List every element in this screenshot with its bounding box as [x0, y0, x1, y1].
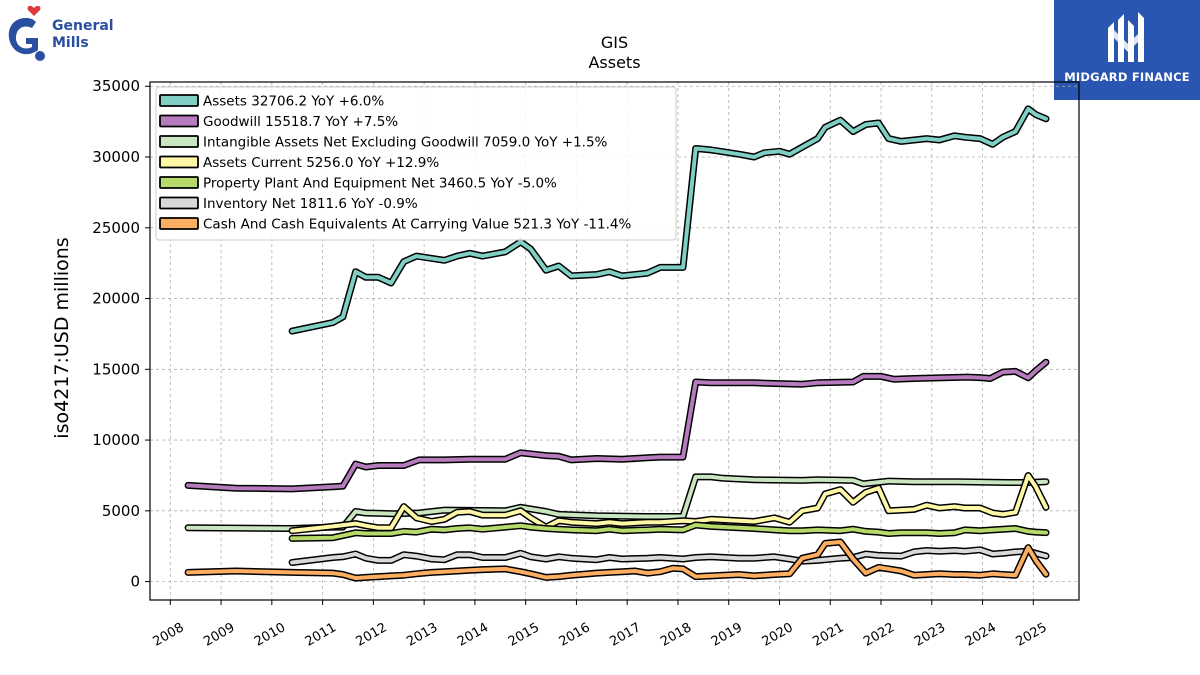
x-tick-label: 2009: [201, 620, 237, 650]
y-tick-label: 0: [130, 573, 140, 591]
x-tick-label: 2025: [1013, 620, 1049, 650]
legend-entry: Inventory Net 1811.6 YoY -0.9%: [203, 196, 418, 212]
x-tick-label: 2017: [607, 620, 643, 650]
series-line: [186, 360, 1048, 491]
y-tick-label: 20000: [92, 290, 140, 308]
series-line: [290, 523, 1048, 541]
logo-line-1: General: [52, 18, 114, 34]
y-tick-label: 30000: [92, 148, 140, 166]
midgard-m-icon: [1108, 12, 1144, 62]
x-tick-label: 2012: [354, 620, 390, 650]
y-axis-label: iso4217:USD millions: [51, 237, 73, 438]
general-mills-wordmark: General Mills: [52, 18, 114, 52]
chart-subtitle: Assets: [588, 53, 640, 72]
legend-swatch: [159, 176, 199, 189]
x-tick-label: 2008: [150, 620, 186, 650]
x-tick-label: 2020: [760, 620, 796, 650]
x-tick-label: 2018: [658, 620, 694, 650]
x-tick-label: 2024: [963, 620, 999, 650]
legend: Assets 32706.2 YoY +6.0% Goodwill 15518.7…: [155, 86, 677, 241]
midgard-finance-wordmark: MIDGARD FINANCE: [1064, 70, 1190, 84]
chart-title: GIS: [601, 33, 628, 52]
x-tick-label: 2023: [912, 620, 948, 650]
series-line: [290, 473, 1048, 533]
series-line: [290, 106, 1048, 334]
logo-line-2: Mills: [52, 35, 89, 51]
legend-swatch: [159, 155, 199, 169]
x-tick-label: 2015: [506, 620, 542, 650]
legend-swatch: [159, 135, 199, 148]
legend-entry: Assets Current 5256.0 YoY +12.9%: [203, 155, 439, 171]
midgard-finance-logo: MIDGARD FINANCE: [1054, 0, 1200, 100]
series-line: [290, 547, 1048, 565]
legend-entry: Assets 32706.2 YoY +6.0%: [203, 94, 384, 110]
y-tick-label: 5000: [102, 502, 140, 520]
legend-entry: Intangible Assets Net Excluding Goodwill…: [203, 135, 608, 151]
x-tick-label: 2022: [861, 620, 897, 650]
y-tick-label: 10000: [92, 431, 140, 449]
legend-box: [155, 86, 677, 241]
x-tick-label: 2016: [557, 620, 593, 650]
x-tick-label: 2010: [252, 620, 288, 650]
legend-swatch: [159, 94, 199, 107]
series-line: [186, 540, 1048, 581]
legend-swatch: [159, 114, 199, 128]
general-mills-g-icon: [8, 5, 45, 61]
y-axis: 0 5000 10000 15000 20000 25000 30000 35000: [92, 77, 150, 591]
legend-swatch: [159, 196, 199, 210]
series-lines: [184, 105, 1050, 582]
series-line: [186, 474, 1048, 531]
y-tick-label: 25000: [92, 219, 140, 237]
plot-area: [149, 81, 1080, 601]
y-tick-label: 15000: [92, 360, 140, 378]
x-tick-label: 2019: [709, 620, 745, 650]
legend-entry: Goodwill 15518.7 YoY +7.5%: [203, 114, 398, 130]
x-tick-label: 2011: [303, 620, 339, 650]
legend-entry: Cash And Cash Equivalents At Carrying Va…: [203, 217, 631, 233]
x-tick-label: 2013: [404, 620, 440, 650]
legend-swatch: [159, 217, 199, 230]
legend-entry: Property Plant And Equipment Net 3460.5 …: [203, 176, 557, 192]
x-tick-label: 2021: [810, 620, 846, 650]
x-axis: 2008 2009 2010 2011 2012 2013 2014 2015 2016 2017…: [150, 600, 1050, 650]
y-tick-label: 35000: [92, 77, 140, 95]
general-mills-logo: General Mills: [4, 4, 116, 68]
x-tick-label: 2014: [455, 620, 491, 650]
series-line-outline: [184, 358, 1050, 493]
